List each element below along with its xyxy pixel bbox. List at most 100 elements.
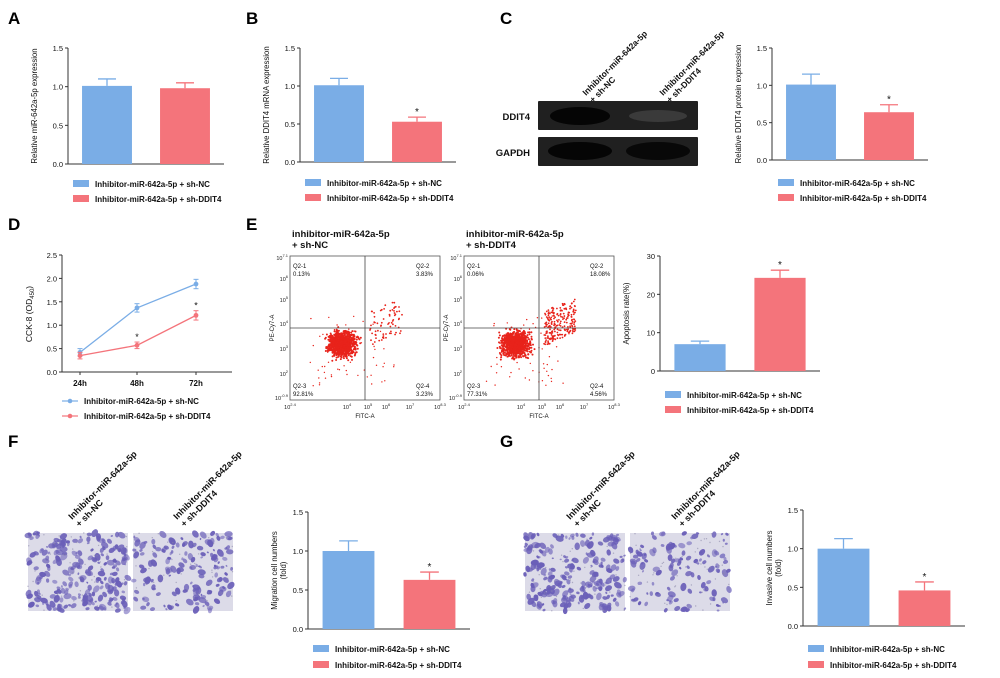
flow-event (547, 309, 550, 311)
panel-e-flow2-y-tick-label: 107.1 (450, 253, 462, 262)
panel-e-flow1-y-tick-label: 102 (280, 369, 289, 378)
stained-cell (651, 535, 657, 540)
panel-e-flow2-events (485, 298, 577, 386)
stained-cell (200, 556, 204, 559)
membrane-pore (58, 535, 60, 537)
stained-cell (561, 595, 569, 601)
panel-c-lane-label-1-line1: Inhibitor-miR-642a-5p (580, 29, 649, 98)
flow-event (543, 334, 546, 336)
flow-event (527, 331, 530, 334)
membrane-pore (197, 592, 200, 595)
membrane-pore (686, 604, 689, 607)
flow-event (344, 350, 347, 353)
flow-event (387, 323, 389, 325)
flow-event (339, 358, 342, 361)
stained-cell (95, 578, 100, 583)
stained-cell (121, 590, 126, 594)
stained-cell (527, 544, 534, 551)
stained-cell (52, 559, 58, 564)
stained-cell (715, 563, 720, 569)
stained-cell (632, 554, 639, 559)
flow-event (335, 334, 338, 336)
stained-cell (606, 568, 613, 573)
flow-event (350, 349, 353, 351)
stained-cell (615, 566, 620, 571)
membrane-pore (171, 558, 173, 561)
flow-event (398, 310, 401, 313)
membrane-pore (718, 540, 721, 543)
panel-label-e: E (246, 215, 257, 234)
stained-cell (702, 560, 707, 565)
membrane-pore (116, 548, 118, 551)
flow-event (338, 344, 341, 347)
stained-cell (550, 567, 556, 572)
flow-event (335, 328, 338, 331)
panel-g-y-tick-label: 0.0 (788, 622, 798, 631)
panel-d-y-tick-label: 2.0 (47, 274, 57, 283)
stained-cell (92, 557, 98, 562)
panel-a-bar-2 (160, 88, 210, 164)
membrane-pore (707, 553, 709, 556)
flow-event (561, 316, 564, 318)
panel-e-flow1-x-tick-label: 108.3 (434, 402, 446, 411)
flow-event (376, 322, 379, 325)
flow-event (349, 347, 352, 350)
stained-cell (564, 571, 570, 576)
flow-event (327, 348, 330, 351)
flow-event (530, 337, 533, 340)
stained-cell (141, 596, 150, 603)
membrane-pore (540, 601, 542, 604)
flow-event (372, 356, 375, 359)
flow-event (574, 309, 577, 312)
stained-cell (627, 546, 634, 554)
stained-cell (700, 581, 706, 589)
flow-event (347, 330, 350, 333)
flow-event (558, 324, 561, 326)
flow-event (550, 334, 553, 336)
panel-e-flow2-x-tick-label: 106 (556, 402, 565, 411)
stained-cell (29, 603, 33, 607)
flow-event (527, 357, 530, 360)
flow-event (401, 313, 403, 316)
flow-event (562, 318, 564, 320)
membrane-pore (179, 553, 181, 555)
panel-c-bar-2 (864, 112, 914, 160)
flow-event (336, 341, 339, 344)
stained-cell (217, 589, 224, 597)
stained-cell (192, 606, 200, 614)
flow-event (516, 346, 519, 349)
flow-event (330, 374, 333, 376)
membrane-pore (710, 533, 713, 535)
stained-cell (699, 591, 702, 594)
stained-cell (720, 533, 724, 536)
membrane-pore (637, 574, 640, 576)
membrane-pore (36, 595, 39, 597)
panel-d-y-tick-label: 0.0 (47, 368, 57, 377)
flow-event (397, 318, 400, 321)
flow-event (570, 319, 573, 322)
flow-event (572, 313, 575, 316)
flow-event (522, 338, 524, 341)
panel-e-flow1-y-tick-label: 104 (280, 319, 289, 328)
stained-cell (550, 544, 554, 549)
membrane-pore (700, 539, 702, 542)
flow-event (556, 319, 558, 322)
flow-event (545, 321, 547, 324)
stained-cell (111, 597, 114, 601)
flow-event (500, 366, 503, 368)
membrane-pore (533, 546, 535, 548)
flow-event (548, 332, 551, 334)
flow-event (337, 351, 340, 354)
membrane-pore (571, 581, 574, 584)
stained-cell (680, 606, 688, 612)
flow-event (525, 349, 528, 352)
membrane-pore (703, 538, 706, 540)
flow-event (384, 304, 387, 307)
flow-event (573, 325, 576, 328)
stained-cell (571, 535, 575, 540)
membrane-pore (93, 575, 96, 578)
flow-event (317, 369, 319, 371)
stained-cell (142, 597, 145, 600)
stained-cell (226, 549, 234, 555)
flow-event (572, 330, 574, 333)
